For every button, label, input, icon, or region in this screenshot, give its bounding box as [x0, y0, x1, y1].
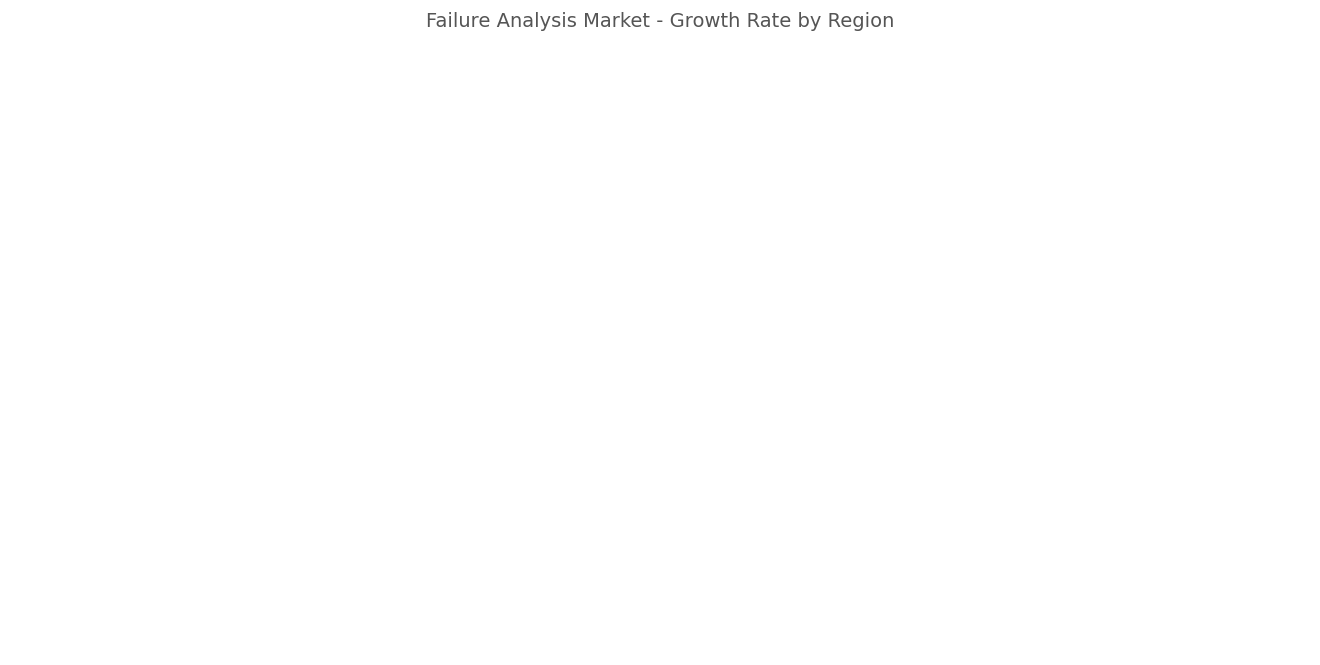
Text: Failure Analysis Market - Growth Rate by Region: Failure Analysis Market - Growth Rate by…: [426, 11, 894, 31]
